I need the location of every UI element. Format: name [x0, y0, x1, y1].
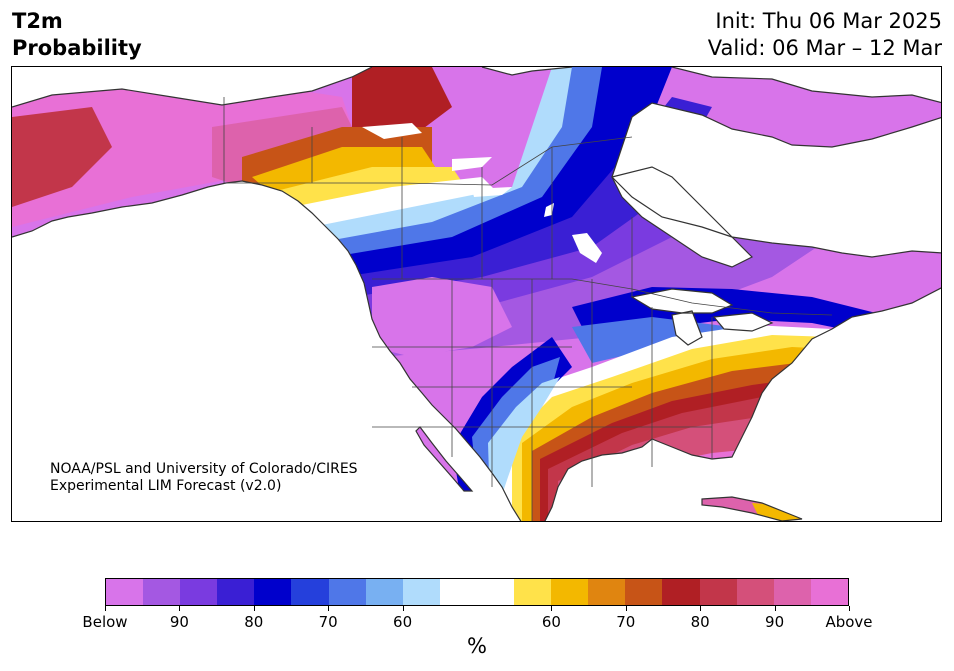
valid-period: Valid: 06 Mar – 12 Mar [707, 36, 942, 60]
colorbar-cell-16 [699, 579, 737, 605]
colorbar-cell-11 [514, 579, 552, 605]
coastlines [12, 67, 941, 521]
colorbar-cell-12 [551, 579, 589, 605]
colorbar-cell-7 [365, 579, 403, 605]
colorbar-tick-8 [774, 606, 776, 611]
colorbar-label-6: 70 [616, 613, 636, 631]
water-bodies [362, 123, 772, 345]
colorbar-cell-1 [143, 579, 181, 605]
colorbar-cell-14 [625, 579, 663, 605]
init-date: Init: Thu 06 Mar 2025 [715, 9, 942, 33]
colorbar-cell-18 [773, 579, 811, 605]
colorbar-unit: % [467, 634, 487, 658]
colorbar-cell-19 [810, 579, 848, 605]
plot-title-left: T2m Probability [12, 8, 142, 62]
colorbar-cell-6 [328, 579, 366, 605]
colorbar-cell-15 [662, 579, 700, 605]
colorbar-cell-17 [736, 579, 774, 605]
variable-title: T2m [12, 9, 63, 33]
colorbar-tick-6 [625, 606, 627, 611]
colorbar-label-0: Below [82, 613, 128, 631]
colorbar-cell-9 [439, 579, 477, 605]
forecast-credit: NOAA/PSL and University of Colorado/CIRE… [50, 461, 358, 495]
political-borders [223, 97, 833, 521]
colorbar-label-9: Above [825, 613, 873, 631]
colorbar-cell-8 [402, 579, 440, 605]
colorbar-label-2: 80 [244, 613, 264, 631]
colorbar-cell-5 [291, 579, 329, 605]
product-title: Probability [12, 36, 142, 60]
colorbar-cell-10 [476, 579, 515, 605]
colorbar-tick-3 [328, 606, 330, 611]
colorbar-label-3: 70 [318, 613, 338, 631]
credit-line-1: NOAA/PSL and University of Colorado/CIRE… [50, 461, 358, 477]
colorbar-tick-9 [849, 606, 850, 611]
colorbar-cell-0 [106, 579, 144, 605]
colorbar-label-8: 90 [765, 613, 785, 631]
colorbar-tick-0 [105, 606, 106, 611]
probability-colorbar [105, 578, 849, 606]
colorbar-cell-13 [588, 579, 626, 605]
colorbar-label-7: 80 [690, 613, 710, 631]
probability-map [12, 67, 941, 521]
colorbar-tick-5 [551, 606, 553, 611]
map-panel: NOAA/PSL and University of Colorado/CIRE… [11, 66, 942, 522]
colorbar-cell-4 [254, 579, 292, 605]
colorbar-cell-3 [217, 579, 255, 605]
colorbar-cell-2 [180, 579, 218, 605]
credit-line-2: Experimental LIM Forecast (v2.0) [50, 478, 282, 494]
colorbar-tick-4 [402, 606, 404, 611]
plot-title-right: Init: Thu 06 Mar 2025 Valid: 06 Mar – 12… [708, 8, 942, 62]
colorbar-tick-1 [179, 606, 181, 611]
colorbar-tick-7 [700, 606, 702, 611]
colorbar-label-5: 60 [541, 613, 561, 631]
colorbar-label-4: 60 [393, 613, 413, 631]
colorbar-tick-2 [253, 606, 255, 611]
colorbar-label-1: 90 [169, 613, 189, 631]
